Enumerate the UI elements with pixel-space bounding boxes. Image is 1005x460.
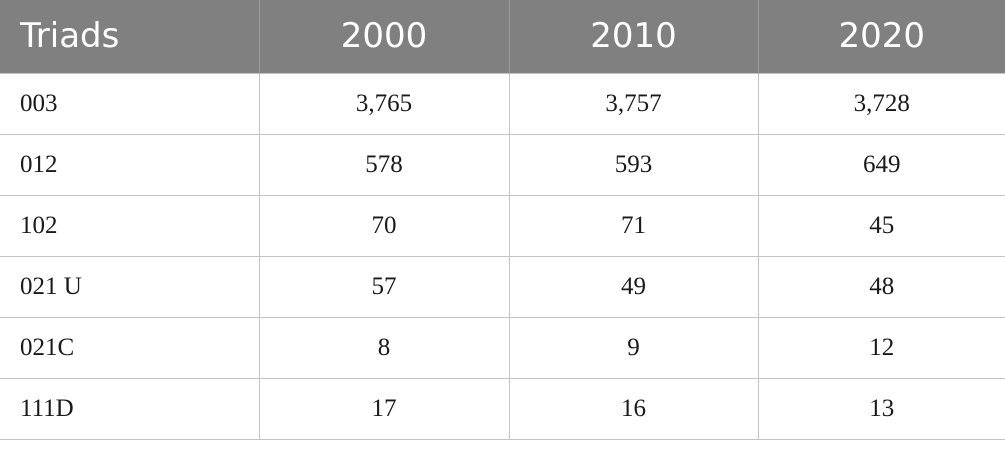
value-cell: 9 <box>508 316 759 379</box>
value-cell: 57 <box>258 255 510 318</box>
table-row: 012 578 593 649 <box>0 133 1005 196</box>
table-row: 111D 17 16 13 <box>0 377 1005 440</box>
table-row: 102 70 71 45 <box>0 194 1005 257</box>
value-cell: 3,757 <box>508 72 759 135</box>
row-label-cell: 111D <box>0 377 260 440</box>
value-cell: 3,765 <box>258 72 510 135</box>
header-row: Triads 2000 2010 2020 <box>0 0 1005 73</box>
table-body: 003 3,765 3,757 3,728 012 578 593 649 10… <box>0 72 1005 440</box>
table-row: 003 3,765 3,757 3,728 <box>0 72 1005 135</box>
row-label-cell: 012 <box>0 133 260 196</box>
value-cell: 71 <box>508 194 759 257</box>
value-cell: 13 <box>757 377 1005 440</box>
value-cell: 593 <box>508 133 759 196</box>
value-cell: 45 <box>757 194 1005 257</box>
header-cell-2010: 2010 <box>508 0 758 73</box>
value-cell: 3,728 <box>757 72 1005 135</box>
header-cell-2000: 2000 <box>258 0 509 73</box>
row-label-cell: 021C <box>0 316 260 379</box>
table-row: 021 U 57 49 48 <box>0 255 1005 318</box>
value-cell: 12 <box>757 316 1005 379</box>
header-cell-triads: Triads <box>0 0 259 73</box>
value-cell: 70 <box>258 194 510 257</box>
table-row: 021C 8 9 12 <box>0 316 1005 379</box>
row-label-cell: 003 <box>0 72 260 135</box>
value-cell: 578 <box>258 133 510 196</box>
table-header: Triads 2000 2010 2020 <box>0 0 1005 73</box>
value-cell: 49 <box>508 255 759 318</box>
triads-table: Triads 2000 2010 2020 003 3,765 3,757 3,… <box>0 0 1005 440</box>
value-cell: 48 <box>757 255 1005 318</box>
header-cell-2020: 2020 <box>757 0 1005 73</box>
value-cell: 17 <box>258 377 510 440</box>
row-label-cell: 021 U <box>0 255 260 318</box>
value-cell: 649 <box>757 133 1005 196</box>
value-cell: 16 <box>508 377 759 440</box>
row-label-cell: 102 <box>0 194 260 257</box>
value-cell: 8 <box>258 316 510 379</box>
